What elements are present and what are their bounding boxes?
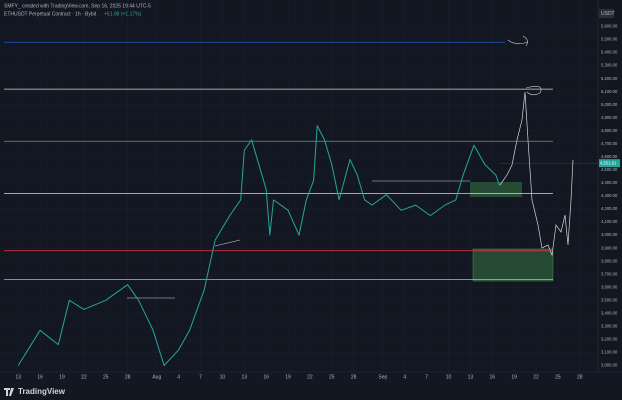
- y-tick-label: 4,900.00: [601, 115, 618, 120]
- y-tick-label: 3,600.00: [601, 284, 618, 289]
- y-tick-label: 5,000.00: [601, 102, 618, 107]
- projection-drawing: [499, 91, 574, 257]
- x-tick-label: 7: [425, 374, 428, 380]
- y-tick-label: 5,200.00: [601, 76, 618, 81]
- x-tick-label: 28: [125, 374, 131, 380]
- y-tick-label: 4,700.00: [601, 141, 618, 146]
- x-tick-label: 25: [555, 374, 561, 380]
- x-tick-label: 13: [242, 374, 248, 380]
- last-price-label: 4,551.61: [600, 160, 617, 165]
- brand-name: TradingView: [18, 387, 66, 396]
- x-tick-label: 7: [199, 374, 202, 380]
- y-tick-label: 3,700.00: [601, 271, 618, 276]
- footer: [0, 383, 622, 400]
- header-credit: SMFY_ created with TradingView.com, Sep …: [4, 3, 151, 9]
- header-change: +51.98 (+1.17%): [104, 11, 142, 17]
- y-tick-label: 4,800.00: [601, 128, 618, 133]
- y-tick-label: 4,500.00: [601, 167, 618, 172]
- currency-box: [599, 9, 614, 18]
- y-tick-label: 3,000.00: [601, 363, 618, 368]
- y-tick-label: 3,900.00: [601, 245, 618, 250]
- y-tick-label: 4,200.00: [601, 206, 618, 211]
- x-tick-label: Aug: [152, 374, 161, 380]
- header-symbol: ETHUSDT Perpetual Contract · 1h · Bybit: [4, 11, 97, 17]
- trend-line: [214, 239, 241, 247]
- x-tick-label: 4: [177, 374, 180, 380]
- brand-logo: [4, 388, 14, 396]
- x-tick-label: 22: [533, 374, 539, 380]
- last-price-box: [599, 159, 620, 168]
- x-tick-label: 16: [37, 374, 43, 380]
- zone-box: [472, 248, 554, 282]
- y-tick-label: 4,400.00: [601, 180, 618, 185]
- y-tick-label: 3,100.00: [601, 350, 618, 355]
- x-tick-label: 22: [81, 374, 87, 380]
- plot: [4, 41, 598, 366]
- x-tick-label: 19: [285, 374, 291, 380]
- x-tick-label: Sep: [378, 374, 387, 380]
- y-tick-label: 5,600.00: [601, 24, 618, 29]
- currency-label: USDT: [601, 11, 615, 17]
- y-tick-label: 5,400.00: [601, 50, 618, 55]
- x-tick-label: 16: [263, 374, 269, 380]
- x-tick-label: 19: [59, 374, 65, 380]
- x-tick-label: 13: [15, 374, 21, 380]
- y-tick-label: 4,100.00: [601, 219, 618, 224]
- y-tick-label: 3,200.00: [601, 337, 618, 342]
- y-tick-label: 3,500.00: [601, 297, 618, 302]
- x-tick-label: 28: [577, 374, 583, 380]
- x-tick-label: 4: [403, 374, 406, 380]
- y-tick-label: 5,500.00: [601, 37, 618, 42]
- x-tick-label: 10: [446, 374, 452, 380]
- zone-box: [470, 182, 522, 197]
- y-tick-label: 3,800.00: [601, 258, 618, 263]
- x-tick-label: 13: [468, 374, 474, 380]
- x-tick-label: 28: [351, 374, 357, 380]
- x-tick-label: 19: [511, 374, 517, 380]
- x-tick-label: 16: [489, 374, 495, 380]
- x-tick-label: 10: [220, 374, 226, 380]
- y-tick-label: 3,300.00: [601, 323, 618, 328]
- x-tick-label: 22: [307, 374, 313, 380]
- y-tick-label: 3,400.00: [601, 310, 618, 315]
- annotation-squiggle: [525, 86, 542, 96]
- price-line: [17, 125, 500, 366]
- y-tick-label: 4,300.00: [601, 193, 618, 198]
- y-tick-label: 5,300.00: [601, 63, 618, 68]
- x-tick-label: 25: [329, 374, 335, 380]
- y-tick-label: 4,000.00: [601, 232, 618, 237]
- y-tick-label: 4,600.00: [601, 154, 618, 159]
- x-tick-label: 25: [103, 374, 109, 380]
- y-tick-label: 5,100.00: [601, 89, 618, 94]
- annotation-squiggle: [507, 35, 529, 47]
